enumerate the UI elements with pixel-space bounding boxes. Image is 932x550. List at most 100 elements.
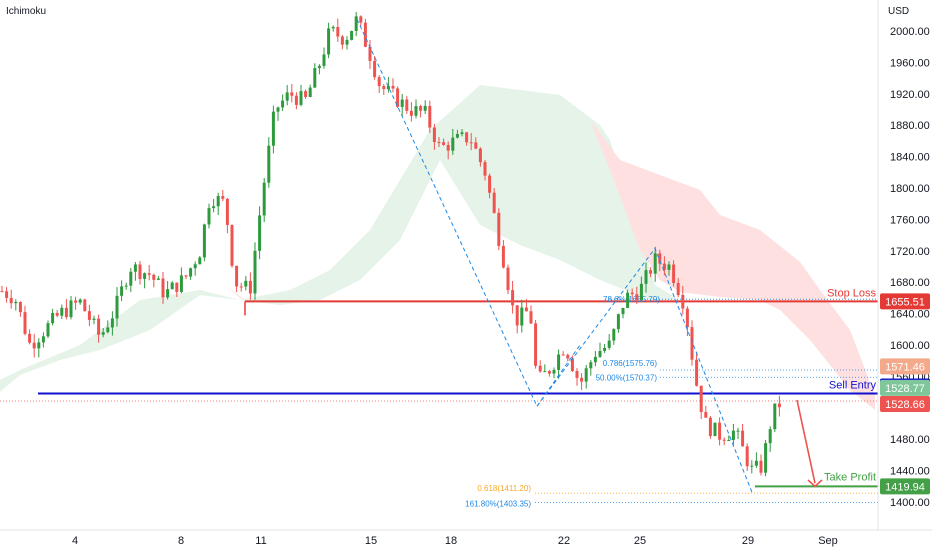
- candle-138: [635, 286, 639, 305]
- candle-39: [179, 267, 183, 294]
- candle-116: [534, 319, 538, 369]
- take-profit-label: Take Profit: [824, 471, 876, 483]
- candle-91: [419, 104, 423, 118]
- x-tick-0: 4: [72, 535, 78, 547]
- candle-body-12: [55, 312, 59, 316]
- candle-22: [101, 328, 105, 338]
- candle-body-140: [644, 270, 648, 284]
- x-tick-6: 25: [634, 535, 646, 547]
- candle-body-14: [64, 307, 68, 318]
- candle-body-95: [437, 142, 441, 144]
- candle-body-104: [478, 148, 482, 163]
- candle-body-1: [5, 291, 9, 298]
- candle-body-2: [9, 297, 13, 304]
- candle-body-9: [41, 336, 45, 343]
- candle-47: [216, 192, 220, 215]
- candle-29: [133, 262, 137, 281]
- sell-arrow-head: [807, 479, 823, 488]
- candle-body-68: [313, 68, 317, 88]
- candle-body-120: [552, 369, 556, 374]
- candle-body-22: [101, 332, 105, 335]
- candle-74: [340, 34, 344, 50]
- candle-body-84: [386, 85, 390, 90]
- candle-59: [271, 105, 275, 154]
- currency-label: USD: [888, 6, 910, 17]
- candle-164: [754, 452, 758, 468]
- candle-body-54: [248, 280, 252, 294]
- candle-body-118: [543, 371, 547, 373]
- candle-169: [777, 395, 781, 417]
- candle-body-73: [336, 26, 340, 37]
- candle-body-67: [308, 87, 312, 98]
- candle-56: [258, 206, 262, 260]
- candle-body-169: [777, 403, 781, 408]
- candle-168: [773, 403, 777, 433]
- candle-115: [529, 305, 533, 324]
- price-tag-1528-66-bg: [880, 396, 930, 413]
- candle-body-3: [14, 301, 18, 304]
- candle-body-37: [170, 282, 174, 290]
- candle-44: [202, 223, 206, 262]
- candle-72: [331, 25, 335, 32]
- candle-body-8: [37, 342, 41, 349]
- candle-167: [768, 426, 772, 452]
- candle-120: [552, 367, 556, 379]
- candle-51: [235, 265, 239, 293]
- candle-body-74: [340, 36, 344, 45]
- candle-body-105: [483, 162, 487, 176]
- candle-body-57: [262, 182, 266, 216]
- candle-159: [731, 424, 735, 447]
- y-tick-1640: 1640.00: [890, 309, 930, 321]
- candle-70: [322, 47, 326, 69]
- candle-body-145: [667, 264, 671, 270]
- candle-163: [750, 460, 754, 474]
- candle-body-7: [32, 342, 36, 349]
- candle-1: [5, 287, 9, 303]
- candle-119: [547, 369, 551, 377]
- candle-body-123: [566, 354, 570, 359]
- candle-body-107: [492, 192, 496, 213]
- candle-body-21: [97, 318, 101, 335]
- y-tick-1800: 1800.00: [890, 183, 930, 195]
- candle-7: [32, 333, 36, 358]
- candle-40: [184, 274, 188, 280]
- candle-body-32: [147, 273, 151, 275]
- candle-body-114: [524, 307, 528, 312]
- candle-34: [156, 276, 160, 281]
- candle-body-100: [460, 132, 464, 134]
- fib-0618-label: 0.618(1411.20): [477, 484, 531, 493]
- price-tag-1528-77-text: 1528.77: [885, 383, 925, 395]
- candle-body-25: [115, 295, 119, 319]
- candle-81: [373, 55, 377, 80]
- candle-148: [681, 285, 685, 315]
- candle-63: [290, 84, 294, 103]
- candle-body-81: [373, 60, 377, 78]
- price-tag-1571-bg: [880, 358, 930, 375]
- candle-2: [9, 289, 13, 309]
- candle-body-58: [267, 145, 271, 183]
- candle-4: [18, 301, 22, 317]
- candle-152: [699, 385, 703, 419]
- y-tick-1440: 1440.00: [890, 466, 930, 478]
- candle-121: [557, 349, 561, 379]
- candle-132: [607, 334, 611, 350]
- candle-161: [741, 424, 745, 447]
- candle-body-70: [322, 54, 326, 66]
- candle-body-85: [391, 85, 395, 89]
- candle-body-157: [722, 439, 726, 441]
- candle-21: [97, 314, 101, 343]
- fib-786-label: 78.6%(1655.79): [603, 295, 660, 304]
- candle-body-144: [662, 263, 666, 270]
- y-tick-1960: 1960.00: [890, 57, 930, 69]
- candle-71: [327, 22, 331, 59]
- candle-body-94: [432, 127, 436, 143]
- candle-body-44: [202, 224, 206, 258]
- candle-89: [409, 102, 413, 122]
- candle-50: [230, 224, 234, 268]
- candle-body-43: [198, 257, 202, 265]
- candle-body-135: [621, 307, 625, 315]
- candle-144: [662, 256, 666, 276]
- candle-126: [580, 373, 584, 390]
- candle-23: [106, 320, 110, 334]
